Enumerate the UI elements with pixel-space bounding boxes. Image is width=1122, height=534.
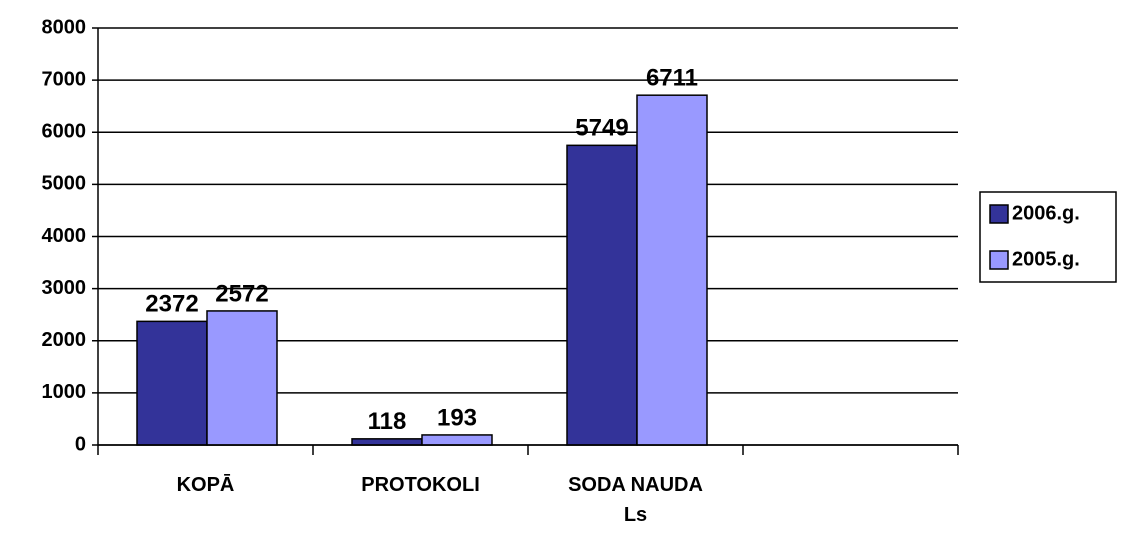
- y-tick-label: 1000: [42, 381, 87, 403]
- legend-label: 2006.g.: [1012, 202, 1080, 224]
- data-label: 5749: [575, 115, 628, 142]
- bar: [636, 94, 708, 446]
- y-tick-label: 7000: [42, 68, 87, 90]
- data-label: 6711: [646, 65, 698, 92]
- bar: [351, 438, 423, 446]
- legend-swatch: [989, 204, 1009, 224]
- x-tick-label: PROTOKOLI: [361, 474, 480, 496]
- y-tick-label: 8000: [42, 16, 87, 38]
- legend-swatch: [989, 250, 1009, 270]
- bar: [136, 320, 208, 446]
- legend-label: 2005.g.: [1012, 248, 1080, 270]
- y-tick-label: 3000: [42, 277, 87, 299]
- x-tick-label: SODA NAUDA Ls: [568, 474, 703, 526]
- data-label: 2372: [145, 291, 198, 318]
- y-tick-label: 5000: [42, 173, 87, 195]
- data-label: 118: [368, 408, 407, 435]
- data-label: 2572: [215, 280, 268, 307]
- bar: [566, 144, 638, 446]
- x-tick-label-box: PROTOKOLI: [361, 474, 480, 496]
- x-tick-label-box: KOPĀ: [176, 474, 235, 496]
- bar: [206, 310, 278, 446]
- data-label: 193: [437, 404, 477, 431]
- bar: [421, 434, 493, 446]
- x-tick-label: KOPĀ: [176, 474, 235, 496]
- y-tick-label: 0: [75, 433, 86, 455]
- y-tick-label: 6000: [42, 121, 87, 143]
- y-tick-label: 2000: [42, 329, 87, 351]
- y-tick-label: 4000: [42, 225, 87, 247]
- x-tick-label-box: SODA NAUDA Ls: [568, 474, 703, 526]
